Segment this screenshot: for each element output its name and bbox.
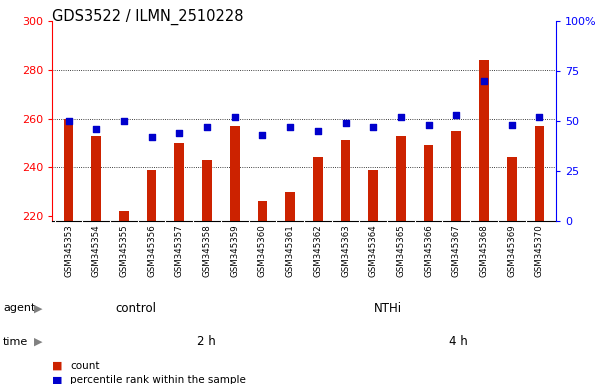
Point xyxy=(202,124,212,130)
Text: GSM345367: GSM345367 xyxy=(452,224,461,277)
Text: GSM345369: GSM345369 xyxy=(507,224,516,277)
Text: percentile rank within the sample: percentile rank within the sample xyxy=(70,375,246,384)
Text: GSM345353: GSM345353 xyxy=(64,224,73,277)
Text: GSM345359: GSM345359 xyxy=(230,224,240,277)
Bar xyxy=(535,126,544,221)
Bar xyxy=(147,170,156,221)
Text: GSM345355: GSM345355 xyxy=(119,224,128,277)
Bar xyxy=(175,143,184,221)
Point xyxy=(147,134,156,140)
Text: ■: ■ xyxy=(52,375,62,384)
Point xyxy=(92,126,101,132)
Bar xyxy=(424,145,433,221)
Bar xyxy=(92,136,101,221)
Bar xyxy=(64,119,73,221)
Text: GDS3522 / ILMN_2510228: GDS3522 / ILMN_2510228 xyxy=(52,8,243,25)
Text: 2 h: 2 h xyxy=(197,335,215,348)
Text: GSM345368: GSM345368 xyxy=(480,224,489,277)
Bar xyxy=(258,201,267,221)
Point xyxy=(396,114,406,120)
Text: GSM345357: GSM345357 xyxy=(175,224,184,277)
Bar xyxy=(313,157,323,221)
Text: GSM345361: GSM345361 xyxy=(285,224,295,277)
Text: GSM345362: GSM345362 xyxy=(313,224,323,277)
Point xyxy=(535,114,544,120)
Bar xyxy=(479,60,489,221)
Text: GSM345363: GSM345363 xyxy=(341,224,350,277)
Text: count: count xyxy=(70,361,100,371)
Text: control: control xyxy=(115,302,156,314)
Bar xyxy=(202,160,212,221)
Point xyxy=(507,122,516,128)
Text: GSM345358: GSM345358 xyxy=(202,224,211,277)
Point xyxy=(175,130,185,136)
Bar xyxy=(396,136,406,221)
Text: ■: ■ xyxy=(52,361,62,371)
Point xyxy=(368,124,378,130)
Bar xyxy=(452,131,461,221)
Text: ▶: ▶ xyxy=(34,303,42,313)
Bar xyxy=(368,170,378,221)
Text: GSM345365: GSM345365 xyxy=(397,224,406,277)
Point xyxy=(479,78,489,84)
Point xyxy=(258,132,268,138)
Point xyxy=(119,118,129,124)
Text: GSM345354: GSM345354 xyxy=(92,224,101,277)
Text: time: time xyxy=(3,337,28,347)
Bar xyxy=(119,211,129,221)
Point xyxy=(313,128,323,134)
Point xyxy=(64,118,73,124)
Bar xyxy=(507,157,516,221)
Text: ▶: ▶ xyxy=(34,337,42,347)
Text: 4 h: 4 h xyxy=(448,335,467,348)
Point xyxy=(423,122,433,128)
Point xyxy=(452,112,461,118)
Point xyxy=(340,120,350,126)
Text: GSM345364: GSM345364 xyxy=(368,224,378,277)
Text: GSM345360: GSM345360 xyxy=(258,224,267,277)
Text: agent: agent xyxy=(3,303,35,313)
Text: GSM345370: GSM345370 xyxy=(535,224,544,277)
Bar xyxy=(341,141,350,221)
Text: GSM345366: GSM345366 xyxy=(424,224,433,277)
Point xyxy=(285,124,295,130)
Text: GSM345356: GSM345356 xyxy=(147,224,156,277)
Point xyxy=(230,114,240,120)
Bar xyxy=(230,126,240,221)
Bar xyxy=(285,192,295,221)
Text: NTHi: NTHi xyxy=(374,302,402,314)
